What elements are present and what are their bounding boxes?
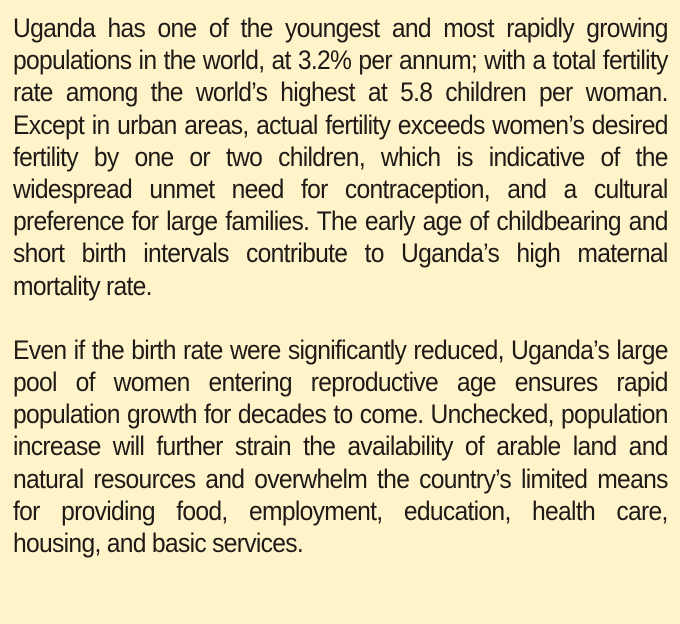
paragraph-1: Uganda has one of the youngest and most … (13, 13, 668, 301)
paragraph-2: Even if the birth rate were significantl… (13, 334, 668, 559)
